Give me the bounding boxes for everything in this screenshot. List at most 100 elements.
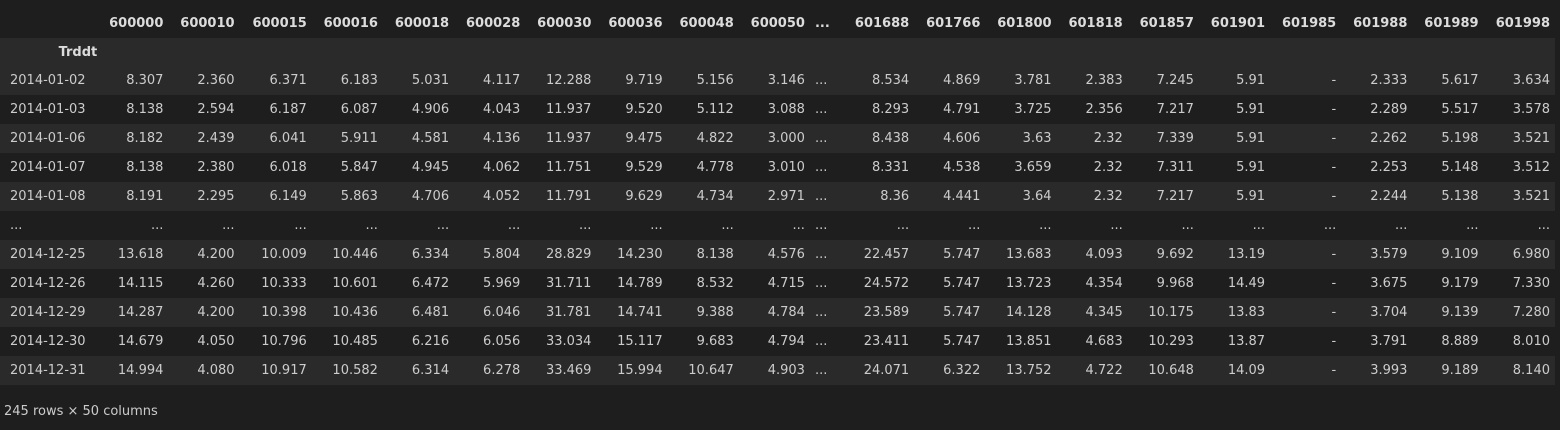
table-cell: 9.139 [1441,305,1479,320]
table-cell: 2.356 [1085,102,1123,117]
column-header: 600036 [596,8,668,38]
table-cell: ... [814,363,828,378]
table-cell: 5.804 [483,247,521,262]
table-cell: 4.734 [696,189,734,204]
table-cell: - [1331,160,1337,175]
table-cell: 6.322 [943,363,981,378]
index-row-blank-cell [985,38,1057,66]
table-row: 2014-12-31 14.994 4.080 10.917 10.582 6.314 6.… [0,356,1555,385]
table-cell: ... [1466,218,1479,233]
table-cell: 6.314 [411,363,450,378]
table-cell: 8.182 [126,131,164,146]
table-cell: 10.446 [332,247,378,262]
table-cell: 3.64 [1022,189,1052,204]
table-cell: 6.056 [483,334,521,349]
table-cell: 8.532 [696,276,734,291]
column-header: 601857 [1127,8,1199,38]
table-cell: 8.331 [871,160,910,175]
table-cell: 8.138 [126,160,164,175]
table-cell: ... [792,218,805,233]
index-row-blank-cell [1198,38,1271,66]
table-cell: 3.146 [767,73,805,88]
table-cell: - [1331,334,1337,349]
table-cell: 3.704 [1370,305,1408,320]
row-index: 2014-01-08 [10,189,86,204]
index-row-blank-cell [1341,38,1413,66]
table-cell: 6.481 [411,305,450,320]
table-cell: 2.32 [1093,160,1123,175]
table-cell: ... [436,218,450,233]
table-cell: 2.262 [1370,131,1408,146]
table-cell: 14.09 [1227,363,1266,378]
table-cell: ... [814,276,828,291]
table-cell: ... [967,218,981,233]
table-cell: ... [814,160,828,175]
table-cell: 2.439 [197,131,235,146]
table-cell: 11.937 [545,131,592,146]
table-cell: 31.781 [545,305,592,320]
table-cell: 4.200 [197,305,235,320]
table-cell: 5.91 [1236,160,1266,175]
column-header: 600016 [311,8,383,38]
table-cell: 9.179 [1441,276,1479,291]
column-header: 600010 [168,8,240,38]
table-row: 2014-12-25 13.618 4.200 10.009 10.446 6.334 5.… [0,240,1555,269]
table-cell: 8.534 [871,73,910,88]
table-cell: 2.289 [1370,102,1408,117]
table-cell: 6.018 [269,160,307,175]
table-cell: ... [814,218,828,233]
table-cell: ... [222,218,235,233]
row-index: ... [10,218,23,233]
table-cell: - [1331,102,1337,117]
index-row-blank-cell [1270,38,1342,66]
table-cell: 6.371 [269,73,307,88]
table-cell: 4.606 [943,131,981,146]
column-header: 600030 [525,8,597,38]
table-cell: 5.156 [696,73,734,88]
column-header: 600018 [382,8,455,38]
table-cell: 4.093 [1085,247,1123,262]
column-header: 601818 [1056,8,1128,38]
table-cell: ... [814,247,828,262]
table-cell: 4.683 [1085,334,1123,349]
table-cell: 33.034 [545,334,592,349]
index-name-row: Trddt [0,38,1555,66]
table-cell: 8.140 [1512,363,1550,378]
table-cell: 2.295 [197,189,235,204]
column-header: 601901 [1198,8,1271,38]
column-header: 600050 [738,8,810,38]
table-cell: 14.679 [117,334,164,349]
table-cell: ... [151,218,164,233]
table-cell: 2.383 [1085,73,1123,88]
table-cell: ... [721,218,734,233]
row-index: 2014-12-25 [10,247,86,262]
table-cell: 13.83 [1227,305,1266,320]
table-cell: 15.994 [617,363,663,378]
table-cell: 7.217 [1156,102,1194,117]
table-cell: 4.354 [1085,276,1123,291]
index-row-blank-cell [382,38,455,66]
table-cell: 5.198 [1441,131,1479,146]
table-cell: 13.752 [1006,363,1052,378]
table-cell: 9.520 [625,102,663,117]
column-header-row: 600000 600010 600015 600016 600018 600028 6000… [0,8,1555,38]
table-cell: ... [579,218,592,233]
table-cell: 9.683 [696,334,734,349]
table-cell: ... [365,218,378,233]
index-row-blank-cell [667,38,739,66]
table-cell: 14.994 [117,363,164,378]
table-row: 2014-12-26 14.115 4.260 10.333 10.601 6.472 5.… [0,269,1555,298]
table-cell: 4.043 [483,102,521,117]
table-cell: 13.851 [1006,334,1052,349]
table-cell: 10.648 [1148,363,1194,378]
column-header: ... [809,8,830,38]
table-cell: ... [294,218,307,233]
table-cell: 3.781 [1014,73,1052,88]
table-cell: 2.333 [1370,73,1408,88]
table-cell: 3.512 [1512,160,1550,175]
table-body: 2014-01-02 8.307 2.360 6.371 6.183 5.031 4.117… [0,66,1555,385]
table-cell: 4.050 [197,334,235,349]
table-cell: 10.398 [261,305,307,320]
table-cell: 10.175 [1148,305,1194,320]
table-cell: 13.19 [1227,247,1266,262]
